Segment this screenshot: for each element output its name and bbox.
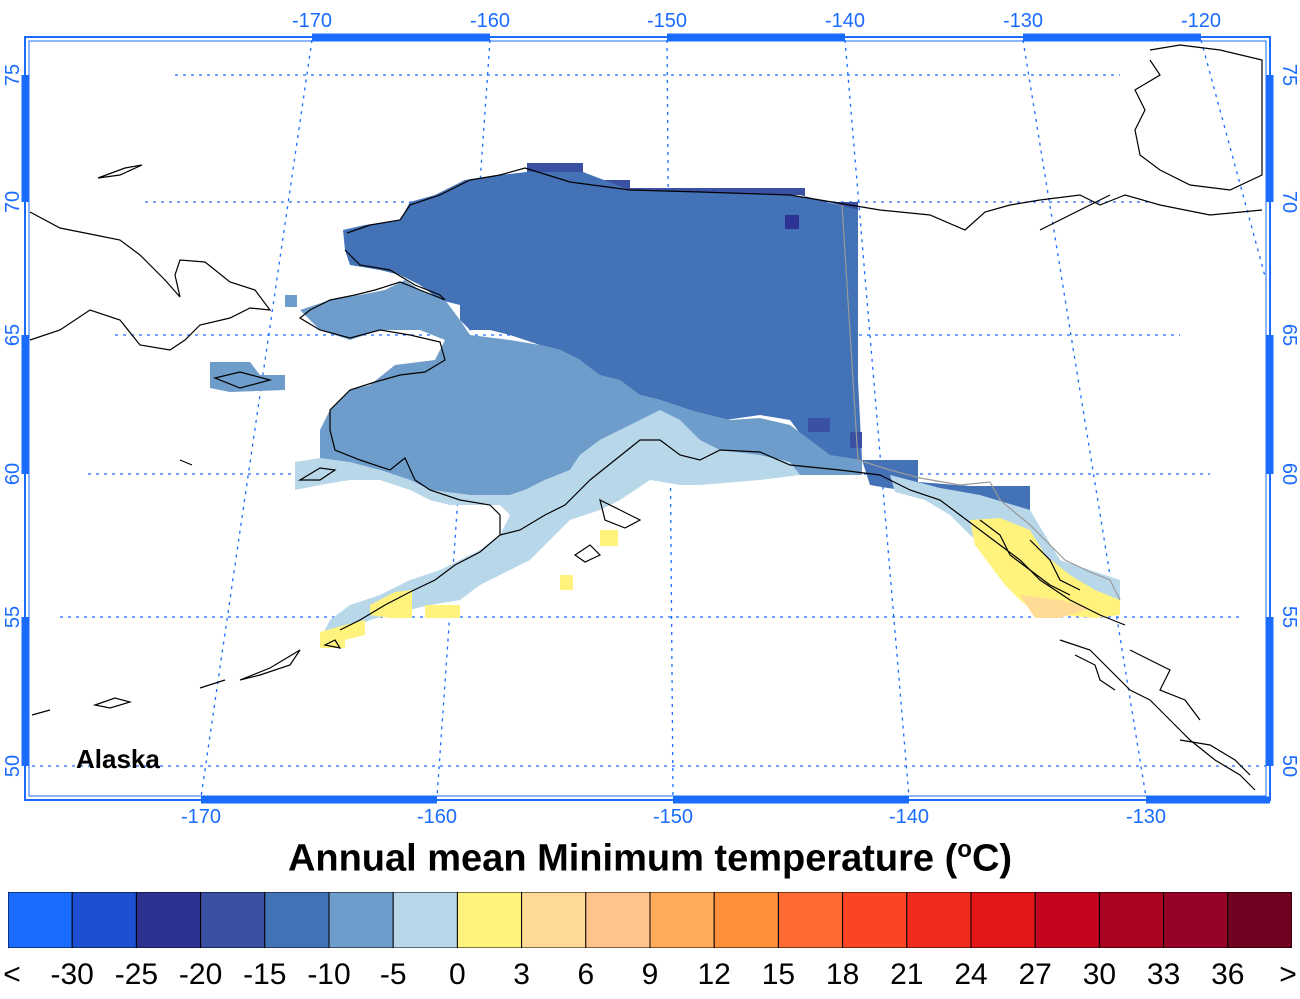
colorbar-swatch <box>328 892 394 948</box>
colorbar-label: 9 <box>641 958 659 991</box>
lat-right-label: 75 <box>1278 64 1300 86</box>
lat-left-label: 65 <box>2 324 24 346</box>
temp-cell-minus25-north <box>785 215 799 229</box>
colorbar-label: 0 <box>449 958 466 991</box>
colorbar-label: 6 <box>577 958 595 991</box>
axis-bars <box>21 33 1274 804</box>
lat-left-label: 50 <box>2 755 24 777</box>
colorbar-label: 27 <box>1018 958 1052 991</box>
colorbar-label: 24 <box>954 958 988 991</box>
lon-bottom-label: -150 <box>653 806 693 828</box>
colorbar-swatch <box>135 892 202 948</box>
colorbar-swatch <box>71 892 137 948</box>
lon-bottom-labels: -170 -160 -150 -140 -130 <box>181 806 1166 828</box>
colorbar-label: -5 <box>379 958 407 991</box>
lat-right-label: 65 <box>1278 324 1300 346</box>
temp-cell-0-aleutian-b <box>320 620 365 648</box>
temp-cell-minus10-west <box>300 280 862 495</box>
colorbar-label: 12 <box>697 958 731 991</box>
colorbar-swatch <box>649 892 715 948</box>
colorbar-swatch <box>777 892 844 948</box>
lat-right-label: 60 <box>1278 463 1300 485</box>
lon-top-label: -160 <box>470 10 510 32</box>
lat-right-label: 55 <box>1278 606 1300 628</box>
lat-left-label: 75 <box>2 64 24 86</box>
temp-cell-minus15 <box>343 172 862 460</box>
title-main: Annual mean Minimum temperature ( <box>287 837 958 880</box>
colorbar-label: -30 <box>50 958 94 991</box>
lon-bottom-label: -170 <box>181 806 221 828</box>
lat-right-labels: 75 70 65 60 55 50 <box>1278 64 1300 777</box>
lon-top-label: -130 <box>1003 10 1043 32</box>
colorbar-label: 30 <box>1082 958 1117 991</box>
temp-cell-0-kodiak <box>600 530 618 546</box>
colorbar-swatch <box>970 892 1036 948</box>
lat-right-label: 50 <box>1278 755 1300 777</box>
colorbar-swatch <box>392 892 458 948</box>
canada-border <box>841 204 1121 601</box>
lat-right-label: 70 <box>1278 191 1300 213</box>
colorbar-label: -25 <box>114 958 159 991</box>
colorbar-labels: < -30 -25 -20 -15 -10 -5 0 3 6 9 12 15 18 21 24 27 30 33 36… <box>0 958 1300 998</box>
title-unit-degree: o <box>957 836 972 863</box>
lat-left-label: 55 <box>2 606 24 628</box>
colorbar-swatch <box>1034 892 1100 948</box>
colorbar-label: 18 <box>825 958 860 991</box>
temp-cell-minus5-south <box>295 410 800 640</box>
lat-left-labels: 75 70 65 60 55 50 <box>2 64 24 777</box>
colorbar-swatch <box>585 892 651 948</box>
lon-top-label: -120 <box>1181 10 1221 32</box>
temp-cell-minus20-east <box>808 418 830 432</box>
colorbar-label: 33 <box>1146 958 1181 991</box>
lon-bottom-label: -140 <box>889 806 929 828</box>
colorbar-swatch <box>200 892 266 948</box>
lon-top-labels: -170 -160 -150 -140 -130 -120 <box>292 10 1221 32</box>
colorbar-swatch <box>1227 892 1292 948</box>
coastlines <box>29 44 1263 791</box>
temp-cell-minus20-east-b <box>850 432 862 448</box>
colorbar-label: > <box>1279 958 1297 991</box>
temp-cell-3-panhandle <box>1020 595 1090 618</box>
colorbar-swatch <box>906 892 972 948</box>
region-label: Alaska <box>76 744 160 774</box>
colorbar-label: -20 <box>178 958 223 991</box>
colorbar-swatch <box>456 892 523 948</box>
alaska-temperature-map: -170 -160 -150 -140 -130 -120 -170 -160 … <box>2 10 1300 828</box>
colorbar-label: 15 <box>761 958 796 991</box>
lon-top-label: -170 <box>292 10 332 32</box>
colorbar-swatch <box>1163 892 1229 948</box>
map-frame-inner <box>28 40 1267 797</box>
colorbar-label: -15 <box>243 958 287 991</box>
lat-left-label: 70 <box>2 191 24 213</box>
map-title: Annual mean Minimum temperature (oC) <box>0 836 1300 881</box>
temp-cell-0-island <box>560 575 573 590</box>
lon-bottom-label: -130 <box>1126 806 1166 828</box>
lon-bottom-label: -160 <box>417 806 457 828</box>
colorbar-label: -10 <box>307 958 351 991</box>
temp-cell-0-aleutian-c <box>425 605 460 618</box>
temp-cell-minus10-aleutian-base <box>210 362 285 392</box>
temp-cell-0-panhandle <box>970 518 1120 618</box>
lat-left-label: 60 <box>2 463 24 485</box>
colorbar-swatch <box>521 892 587 948</box>
colorbar-swatch <box>713 892 779 948</box>
colorbar-swatch <box>1098 892 1165 948</box>
title-unit-tail: C) <box>971 837 1013 880</box>
temp-cell-minus10-isolated <box>285 295 297 307</box>
colorbar-swatch <box>264 892 330 948</box>
lon-top-label: -140 <box>825 10 865 32</box>
colorbar-swatch <box>8 892 73 948</box>
colorbar-label: 3 <box>513 958 530 991</box>
colorbar-label: < <box>3 958 21 991</box>
colorbar-label: 36 <box>1211 958 1245 991</box>
colorbar-label: 21 <box>890 958 924 991</box>
colorbar <box>8 892 1292 948</box>
colorbar-swatch <box>842 892 908 948</box>
lon-top-label: -150 <box>647 10 687 32</box>
temperature-field <box>210 163 1120 648</box>
